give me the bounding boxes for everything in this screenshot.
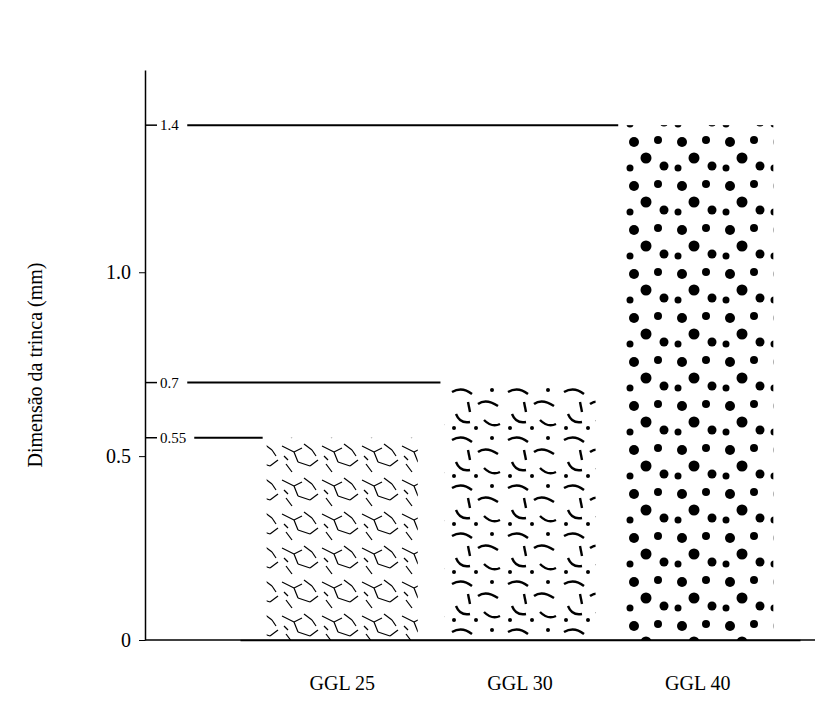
y-axis-title: Dimensão da trinca (mm) [24,263,47,468]
reference-line [187,382,440,384]
data-label: 0.7 [160,375,179,391]
x-tick: GGL 40 [665,672,730,694]
x-tick-label: GGL 40 [665,672,730,694]
data-label: 1.4 [160,117,179,133]
y-tick: 1.0 [106,261,145,283]
label-dash [145,382,157,384]
bar [444,383,595,640]
x-tick: GGL 30 [487,672,552,694]
x-tick-label: GGL 25 [310,672,375,694]
y-tick-label: 0 [121,629,131,651]
y-tick-label: 0.5 [106,445,131,467]
reference-line [187,124,618,126]
data-labels: 0.55 0.7 1.4 [145,117,618,446]
y-tick-mark [139,272,145,273]
bar [622,125,773,640]
x-axis-line [241,640,801,642]
y-tick: 0 [121,629,145,651]
y-tick: 0.5 [106,445,145,467]
label-dash [145,437,157,439]
chart: 0 0.5 1.0 GGL 25 GGL 30 GGL 40 Dimensão da tri… [0,0,825,708]
bar [267,438,418,640]
x-tick-label: GGL 30 [487,672,552,694]
baseline [145,639,815,641]
label-dash [145,124,157,126]
x-axis: GGL 25 GGL 30 GGL 40 [241,641,801,695]
reference-line [194,437,262,439]
y-tick-label: 1.0 [106,261,131,283]
y-axis-line [145,71,147,641]
y-tick-mark [139,456,145,457]
y-tick-mark [139,640,145,641]
y-axis: 0 0.5 1.0 [106,71,146,651]
x-tick: GGL 25 [310,672,375,694]
data-label: 0.55 [160,430,186,446]
